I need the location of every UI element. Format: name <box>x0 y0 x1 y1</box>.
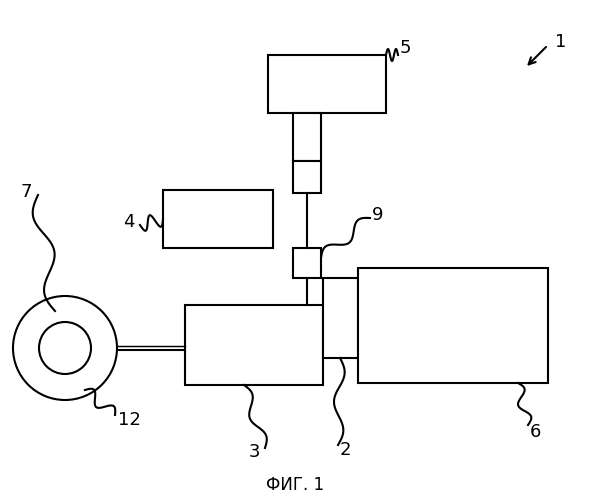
Text: 9: 9 <box>372 206 383 224</box>
Text: 5: 5 <box>400 39 412 57</box>
Text: 7: 7 <box>20 183 32 201</box>
Bar <box>358 268 548 383</box>
Bar <box>293 113 321 161</box>
Text: 12: 12 <box>118 411 141 429</box>
Text: 3: 3 <box>248 443 260 461</box>
Bar <box>293 248 321 278</box>
Bar <box>163 190 273 248</box>
Text: ФИГ. 1: ФИГ. 1 <box>266 476 324 494</box>
Text: 4: 4 <box>123 213 135 231</box>
Text: 6: 6 <box>530 423 542 441</box>
Bar <box>293 161 321 193</box>
Bar <box>323 278 358 358</box>
Text: 2: 2 <box>340 441 352 459</box>
Text: 1: 1 <box>555 33 566 51</box>
Bar <box>268 55 386 113</box>
Bar <box>185 305 323 385</box>
